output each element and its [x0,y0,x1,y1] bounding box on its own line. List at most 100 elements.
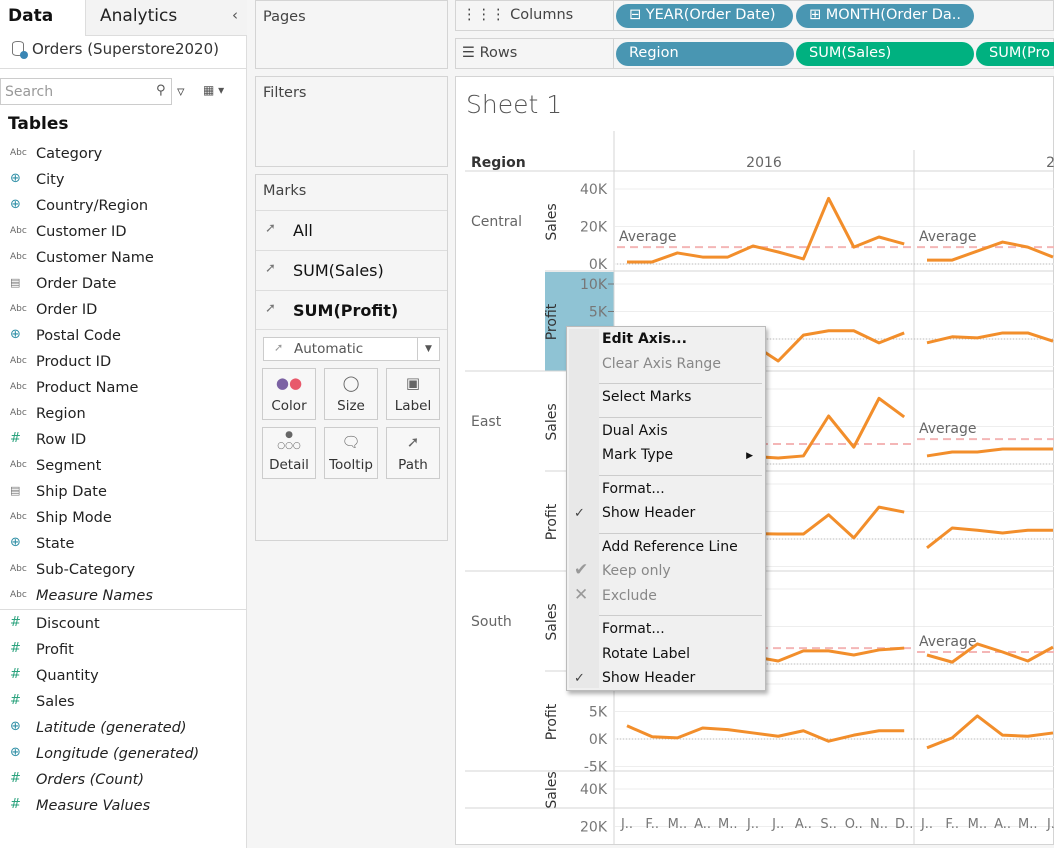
field-ship-date[interactable]: ▤ Ship Date [0,480,247,506]
field-customer-name[interactable]: Abc Customer Name [0,246,247,272]
menu-item-show-header[interactable]: Show Header [602,505,696,521]
average-label: Average [919,634,977,650]
layer-label: SUM(Profit) [293,301,399,320]
month-label: M.. [718,817,737,832]
pill-sum-sales[interactable]: SUM(Sales) [796,42,974,66]
menu-item-rotate-label[interactable]: Rotate Label [602,645,691,662]
string-type-icon: Abc [10,148,27,158]
region-label-central: Central [471,214,522,230]
field-postal-code[interactable]: ⊕ Postal Code [0,324,247,350]
size-button[interactable]: ◯ Size [324,368,378,420]
region-label-south: South [471,614,512,630]
field-longitude-generated-[interactable]: ⊕ Longitude (generated) [0,742,247,768]
sales-line-central-2017 [927,240,1054,262]
field-sales[interactable]: # Sales [0,690,247,716]
profit-axis-title: Profit [544,303,560,340]
field-product-id[interactable]: Abc Product ID [0,350,247,376]
field-measure-names[interactable]: Abc Measure Names [0,584,247,610]
path-button[interactable]: ➚ Path [386,427,440,479]
menu-item-exclude: Exclude [602,587,657,604]
marks-layer-profit[interactable]: ➚ SUM(Profit) [256,290,447,330]
marks-layer-all[interactable]: ➚ All [256,210,447,250]
string-type-icon: Abc [10,564,27,574]
collapse-chevron-icon[interactable]: ‹ [232,6,238,24]
menu-item-dual-axis[interactable]: Dual Axis [602,422,668,439]
field-sub-category[interactable]: Abc Sub-Category [0,558,247,584]
menu-item-keep-only: Keep only [602,563,671,579]
filter-icon[interactable]: ▿ [177,82,185,100]
tooltip-button[interactable]: 🗨 Tooltip [324,427,378,479]
field-row-id[interactable]: # Row ID [0,428,247,454]
profit-tick-label: -5K [584,760,608,776]
sales-tick-label: 40K [580,182,608,198]
field-discount[interactable]: # Discount [0,612,247,638]
field-name: Order Date [36,276,117,292]
field-name: Postal Code [36,328,121,344]
string-type-icon: Abc [10,304,27,314]
menu-item-format[interactable]: Format... [602,480,665,497]
view-options-icon[interactable]: ▦ ▾ [203,83,225,97]
rows-icon: ☰ [462,45,475,61]
chevron-down-icon: ▼ [417,338,439,360]
menu-item-show-header[interactable]: Show Header [602,670,696,686]
search-icon[interactable]: ⚲ [156,83,166,98]
month-label: M.. [968,817,987,832]
field-order-id[interactable]: Abc Order ID [0,298,247,324]
field-profit[interactable]: # Profit [0,638,247,664]
string-type-icon: Abc [10,460,27,470]
field-product-name[interactable]: Abc Product Name [0,376,247,402]
menu-item-add-reference-line[interactable]: Add Reference Line [602,538,738,555]
month-label: F.. [945,817,959,832]
mark-type-value: Automatic [294,341,364,357]
menu-item-format[interactable]: Format... [602,621,665,637]
field-state[interactable]: ⊕ State [0,532,247,558]
field-category[interactable]: Abc Category [0,142,247,168]
tab-data[interactable]: Data [0,0,85,36]
button-label: Detail [269,457,309,473]
pages-card[interactable]: Pages [255,0,448,69]
columns-shelf[interactable]: ⋮⋮⋮ Columns ⊟ YEAR(Order Date) ⊞ MONTH(O… [455,0,1054,31]
month-label: M.. [1018,817,1037,832]
pill-month-order-date[interactable]: ⊞ MONTH(Order Da.. [796,4,974,28]
detail-button[interactable]: ● ○○○ Detail [262,427,316,479]
tab-analytics[interactable]: Analytics [85,0,247,36]
marks-layer-sales[interactable]: ➚ SUM(Sales) [256,250,447,290]
layer-label: All [293,221,313,240]
field-region[interactable]: Abc Region [0,402,247,428]
menu-item-clear-axis-range: Clear Axis Range [602,355,721,372]
pill-sum-profit[interactable]: SUM(Pro [976,42,1054,66]
field-latitude-generated-[interactable]: ⊕ Latitude (generated) [0,716,247,742]
mark-type-dropdown[interactable]: ➚ Automatic ▼ [263,337,440,361]
profit-tick-label: 0K [589,732,608,748]
string-type-icon: Abc [10,408,27,418]
field-customer-id[interactable]: Abc Customer ID [0,220,247,246]
label-icon: ▣ [405,374,421,392]
search-input[interactable]: Search [0,78,172,105]
menu-item-edit-axis[interactable]: Edit Axis... [602,331,687,347]
field-quantity[interactable]: # Quantity [0,664,247,690]
pill-year-order-date[interactable]: ⊟ YEAR(Order Date) [616,4,793,28]
field-country-region[interactable]: ⊕ Country/Region [0,194,247,220]
rows-shelf[interactable]: ☰ Rows Region SUM(Sales) SUM(Pro [455,38,1054,69]
field-name: City [36,172,65,188]
field-segment[interactable]: Abc Segment [0,454,247,480]
number-type-icon: # [10,667,21,682]
field-ship-mode[interactable]: Abc Ship Mode [0,506,247,532]
label-button[interactable]: ▣ Label [386,368,440,420]
string-type-icon: Abc [10,356,27,366]
field-order-date[interactable]: ▤ Order Date [0,272,247,298]
field-orders-count-[interactable]: # Orders (Count) [0,768,247,794]
menu-item-select-marks[interactable]: Select Marks [602,389,692,405]
pill-region[interactable]: Region [616,42,794,66]
datasource-item[interactable]: Orders (Superstore2020) [12,40,219,59]
checkmark-icon: ✓ [574,671,585,686]
color-button[interactable]: ●● Color [262,368,316,420]
field-city[interactable]: ⊕ City [0,168,247,194]
field-measure-values[interactable]: # Measure Values [0,794,247,820]
line-mark-icon: ➚ [265,301,276,316]
menu-separator [599,615,762,616]
field-name: Latitude (generated) [36,720,187,736]
filters-card[interactable]: Filters [255,76,448,167]
path-icon: ➚ [406,433,420,451]
menu-item-mark-type[interactable]: Mark Type [602,447,674,463]
